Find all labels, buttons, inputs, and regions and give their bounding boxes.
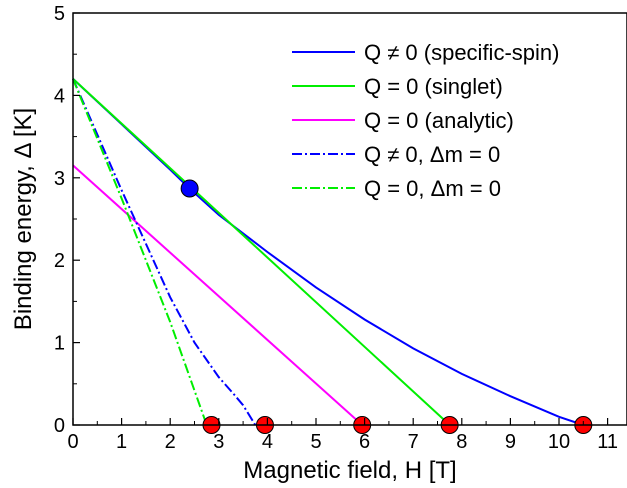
legend-label-1: Q ≠ 0 (specific-spin) <box>364 40 559 65</box>
x-tick-label: 7 <box>408 431 419 453</box>
x-tick-label: 9 <box>505 431 516 453</box>
tick-layer: 0 1 2 3 4 5 6 7 8 9 10 11 0 1 2 3 4 5 <box>54 3 618 453</box>
x-tick-label: 11 <box>597 431 618 453</box>
series-line-2 <box>72 78 451 426</box>
y-tick-label: 4 <box>54 85 65 107</box>
x-tick-label: 0 <box>67 431 78 453</box>
marker-point-1 <box>180 179 199 198</box>
series-line-3 <box>72 164 363 426</box>
y-tick-label: 5 <box>54 3 65 25</box>
x-tick-label: 10 <box>548 431 570 453</box>
x-tick-label: 4 <box>262 431 273 453</box>
x-tick-label: 5 <box>310 431 321 453</box>
series-layer <box>72 78 584 426</box>
legend-label-3: Q = 0 (analytic) <box>364 108 514 133</box>
x-axis-title: Magnetic field, H [T] <box>243 457 456 484</box>
x-tick-label: 2 <box>165 431 176 453</box>
y-tick-label: 0 <box>54 415 65 437</box>
x-tick-label: 6 <box>359 431 370 453</box>
x-tick-label: 1 <box>116 431 127 453</box>
x-tick-label: 3 <box>213 431 224 453</box>
legend-label-5: Q = 0, Δm = 0 <box>364 176 501 201</box>
x-tick-label: 8 <box>456 431 467 453</box>
y-tick-label: 3 <box>54 168 65 190</box>
legend: Q ≠ 0 (specific-spin) Q = 0 (singlet) Q = … <box>292 40 559 201</box>
y-tick-label: 2 <box>54 250 65 272</box>
legend-label-2: Q = 0 (singlet) <box>364 74 503 99</box>
y-tick-label: 1 <box>54 333 65 355</box>
series-line-1 <box>72 78 584 426</box>
y-axis-title: Binding energy, Δ [K] <box>10 108 37 330</box>
legend-label-4: Q ≠ 0, Δm = 0 <box>364 142 500 167</box>
series-line-4 <box>72 78 257 426</box>
